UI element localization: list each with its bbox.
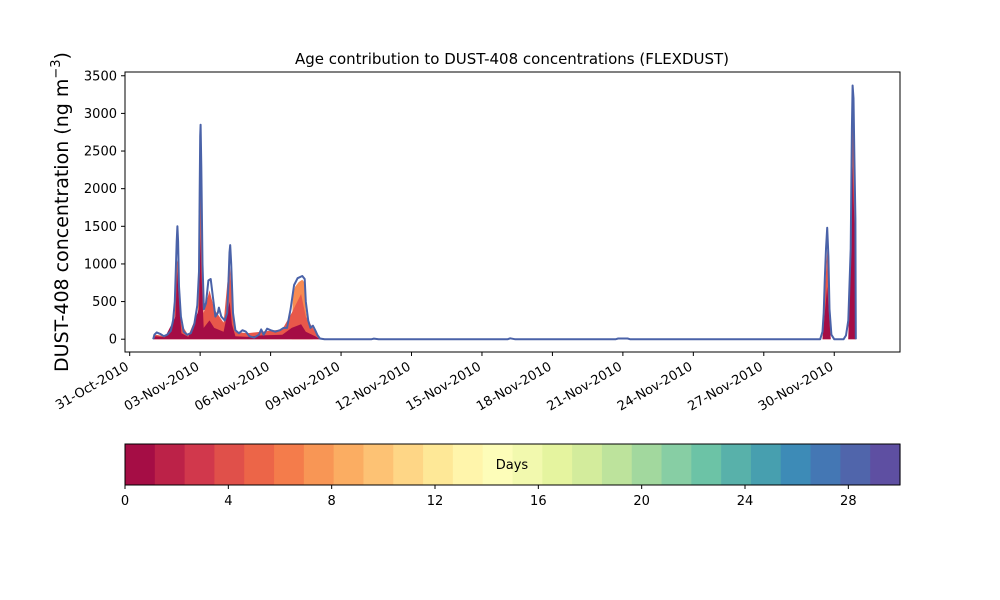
colorbar-cell	[691, 444, 722, 485]
colorbar-tick-label: 8	[328, 494, 336, 509]
y-tick-label: 1000	[84, 257, 117, 272]
colorbar: Days 0 4 8 12 16 20 24 28	[121, 443, 901, 509]
colorbar-cell	[572, 444, 603, 485]
y-axis-label-text: DUST-408 concentration (ng m	[51, 79, 73, 372]
colorbar-cell	[870, 444, 901, 485]
colorbar-tick-label: 24	[737, 494, 754, 509]
colorbar-cell	[333, 444, 365, 485]
colorbar-tick-label: 12	[427, 494, 444, 509]
colorbar-cell	[601, 444, 633, 485]
colorbar-cell	[482, 444, 514, 485]
y-axis: 0 500 1000 1500 2000 2500 3000 3500	[84, 69, 125, 348]
colorbar-cell	[303, 444, 335, 485]
colorbar-tick-label: 16	[530, 494, 547, 509]
y-tick-label: 3500	[84, 69, 117, 84]
plot-area	[124, 71, 901, 353]
colorbar-cell	[214, 444, 245, 485]
colorbar-cell	[363, 444, 394, 485]
y-axis-label-close: )	[51, 52, 73, 59]
colorbar-label: Days	[496, 458, 529, 473]
chart-title: Age contribution to DUST-408 concentrati…	[295, 50, 729, 68]
colorbar-tick-label: 20	[633, 494, 650, 509]
colorbar-tick-label: 4	[224, 494, 232, 509]
colorbar-cell	[542, 444, 573, 485]
colorbar-cell	[631, 444, 663, 485]
y-tick-label: 1500	[84, 220, 117, 235]
colorbar-cell	[393, 444, 424, 485]
y-tick-label: 0	[109, 333, 117, 348]
colorbar-cell	[154, 444, 186, 485]
colorbar-cell	[780, 444, 812, 485]
total-concentration-line	[152, 84, 857, 341]
colorbar-tick-label: 28	[840, 494, 857, 509]
colorbar-cell	[840, 444, 871, 485]
y-tick-label: 500	[92, 295, 117, 310]
colorbar-cell	[184, 444, 216, 485]
colorbar-cell	[661, 444, 692, 485]
colorbar-frame	[124, 443, 901, 486]
colorbar-cell	[423, 444, 454, 485]
colorbar-cell	[452, 444, 484, 485]
colorbar-tick-label: 0	[121, 494, 129, 509]
colorbar-ticks: 0 4 8 12 16 20 24 28	[121, 485, 857, 509]
colorbar-cell	[244, 444, 275, 485]
colorbar-cell	[274, 444, 305, 485]
y-tick-label: 2000	[84, 182, 117, 197]
colorbar-cell	[512, 444, 543, 485]
colorbar-cell	[721, 444, 752, 485]
total-line-layer	[152, 84, 857, 341]
plot-frame	[124, 71, 901, 353]
colorbar-cells	[125, 444, 901, 485]
age-area-layers	[153, 113, 856, 340]
colorbar-cell	[125, 444, 156, 485]
y-axis-label: DUST-408 concentration (ng m−3)	[49, 52, 73, 372]
y-tick-label: 3000	[84, 107, 117, 122]
colorbar-cell	[810, 444, 841, 485]
y-tick-label: 2500	[84, 145, 117, 160]
colorbar-cell	[750, 444, 782, 485]
y-axis-label-exponent: −3	[49, 59, 64, 78]
